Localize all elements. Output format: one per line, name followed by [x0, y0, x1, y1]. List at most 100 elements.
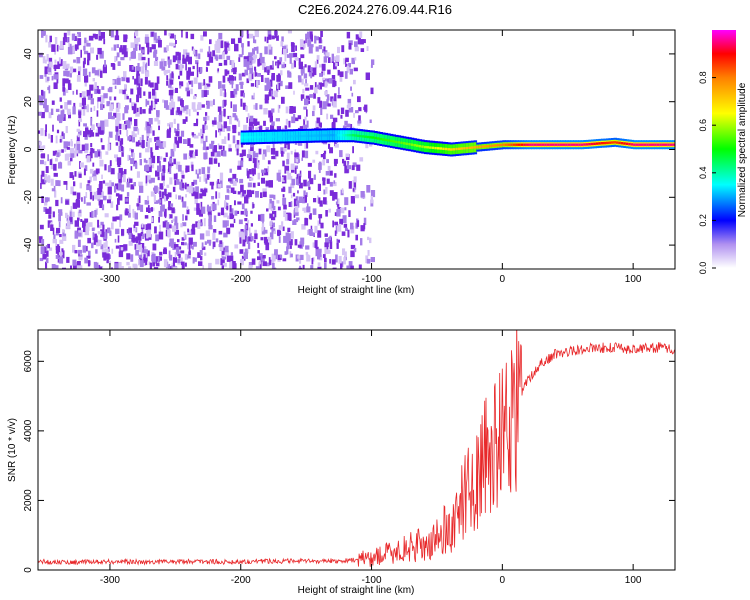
spectrogram-noise-cell [216, 45, 221, 54]
spectrogram-noise-cell [109, 230, 112, 236]
spectrogram-noise-cell [132, 135, 135, 143]
spectrogram-noise-cell [256, 121, 260, 126]
spectrogram-noise-cell [350, 265, 354, 269]
spectrogram-noise-cell [146, 250, 150, 257]
spectrogram-noise-cell [111, 47, 114, 51]
spectrogram-noise-cell [77, 133, 80, 138]
spectrogram-noise-cell [166, 194, 168, 201]
spectrogram-noise-cell [337, 207, 342, 211]
spectrogram-noise-cell [214, 44, 218, 51]
spectrogram-noise-cell [254, 66, 257, 71]
spectrogram-noise-cell [128, 117, 132, 125]
spectrogram-noise-cell [159, 183, 164, 190]
spectrogram-noise-cell [150, 177, 155, 183]
spectrogram-ridge-core [308, 134, 313, 137]
spectrogram-noise-cell [95, 208, 98, 215]
spectrogram-noise-cell [177, 123, 180, 131]
spectrogram-noise-cell [359, 157, 364, 162]
spectrogram-ridge-core [282, 135, 287, 138]
spectrogram-noise-cell [117, 61, 121, 66]
spectrogram-noise-cell [78, 256, 83, 261]
spectrogram-noise-cell [253, 35, 255, 44]
spectrogram-noise-cell [313, 198, 317, 203]
spectrogram-noise-cell [268, 87, 272, 93]
spectrogram-x-tick-label: 0 [500, 274, 506, 285]
spectrogram-ridge-core [481, 145, 485, 148]
spectrogram-noise-cell [326, 159, 329, 164]
spectrogram-noise-cell [44, 161, 47, 166]
spectrogram-noise-cell [141, 223, 144, 228]
spectrogram-noise-cell [218, 192, 221, 199]
spectrogram-noise-cell [248, 169, 252, 175]
spectrogram-noise-cell [260, 56, 265, 64]
spectrogram-noise-cell [186, 55, 189, 59]
spectrogram-noise-cell [209, 39, 212, 45]
spectrogram-noise-cell [329, 147, 333, 154]
spectrogram-ridge-core [544, 143, 548, 146]
spectrogram-noise-cell [370, 190, 376, 198]
spectrogram-noise-cell [171, 220, 173, 223]
spectrogram-noise-cell [350, 225, 355, 234]
spectrogram-noise-cell [294, 205, 299, 213]
spectrogram-noise-cell [105, 182, 109, 186]
spectrogram-noise-cell [327, 165, 331, 171]
spectrogram-noise-cell [291, 106, 296, 113]
spectrogram-noise-cell [84, 37, 87, 44]
spectrogram-noise-cell [284, 143, 287, 148]
spectrogram-noise-cell [318, 248, 322, 253]
spectrogram-noise-cell [199, 250, 203, 256]
spectrogram-noise-cell [248, 33, 254, 39]
spectrogram-noise-cell [302, 207, 306, 211]
spectrogram-noise-cell [262, 191, 267, 198]
spectrogram-noise-cell [217, 143, 220, 150]
spectrogram-noise-cell [302, 198, 306, 204]
spectrogram-noise-cell [155, 38, 160, 43]
spectrogram-noise-cell [61, 149, 64, 153]
spectrogram-noise-cell [44, 66, 48, 75]
spectrogram-ridge-core [611, 141, 615, 144]
spectrogram-noise-cell [204, 241, 207, 245]
spectrogram-noise-cell [88, 222, 93, 227]
spectrogram-noise-cell [312, 67, 317, 76]
spectrogram-noise-cell [86, 89, 91, 97]
spectrogram-noise-cell [145, 71, 150, 77]
spectrogram-noise-cell [218, 62, 223, 66]
spectrogram-noise-cell [138, 44, 141, 51]
spectrogram-noise-cell [71, 211, 75, 217]
spectrogram-noise-cell [184, 262, 187, 267]
spectrogram-noise-cell [133, 108, 137, 114]
spectrogram-noise-cell [125, 124, 127, 130]
spectrogram-ridge-core [387, 139, 391, 142]
spectrogram-noise-cell [215, 191, 218, 199]
spectrogram-ridge-core [633, 143, 637, 146]
spectrogram-noise-cell [287, 142, 290, 150]
spectrogram-noise-cell [157, 35, 160, 40]
spectrogram-noise-cell [103, 93, 108, 99]
spectrogram-noise-cell [62, 267, 66, 269]
spectrogram-noise-cell [155, 256, 158, 264]
spectrogram-noise-cell [150, 207, 153, 212]
spectrogram-noise-cell [114, 35, 120, 41]
spectrogram-y-tick-label: 40 [23, 48, 34, 60]
spectrogram-noise-cell [342, 248, 346, 256]
spectrogram-noise-cell [312, 110, 315, 117]
spectrogram-noise-cell [305, 245, 310, 250]
spectrogram-noise-cell [290, 201, 293, 208]
spectrogram-ridge-core [272, 135, 276, 138]
spectrogram-noise-cell [207, 210, 212, 215]
spectrogram-noise-cell [350, 124, 353, 129]
spectrogram-noise-cell [218, 32, 223, 40]
spectrogram-noise-cell [324, 233, 328, 237]
spectrogram-noise-cell [150, 147, 153, 153]
spectrogram-noise-cell [351, 165, 355, 171]
spectrogram-noise-cell [167, 192, 172, 198]
spectrogram-noise-cell [323, 197, 327, 205]
spectrogram-noise-cell [66, 70, 70, 77]
spectrogram-ridge-core [457, 147, 462, 150]
spectrogram-noise-cell [80, 49, 82, 58]
spectrogram-noise-cell [180, 130, 185, 137]
spectrogram-noise-cell [269, 79, 273, 87]
spectrogram-noise-cell [90, 47, 94, 54]
spectrogram-noise-cell [318, 254, 323, 261]
